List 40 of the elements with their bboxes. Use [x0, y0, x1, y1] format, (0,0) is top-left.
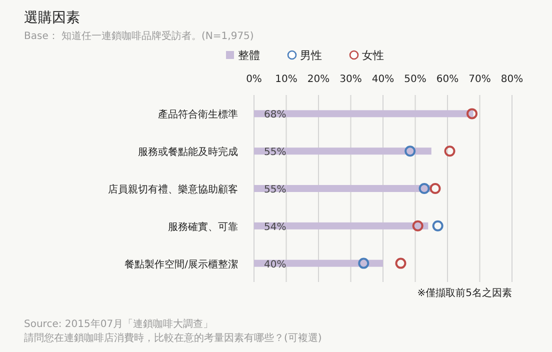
- point: [412, 220, 424, 232]
- x-tick-label: 50%: [404, 74, 426, 85]
- data-label: 68%: [264, 110, 286, 121]
- y-tick-label: 服務確實、可靠: [168, 220, 238, 233]
- y-tick-label: 服務或餐點能及時完成: [138, 146, 238, 158]
- data-label: 55%: [264, 147, 286, 158]
- x-tick-label: 30%: [340, 74, 362, 85]
- x-tick-label: 60%: [436, 74, 459, 85]
- point: [418, 183, 430, 194]
- source-note: Source: 2015年07月「連鎖咖啡大調查」: [24, 318, 214, 330]
- y-tick-label: 產品符合衛生標準: [158, 108, 238, 121]
- bar: [254, 110, 474, 118]
- bar: [254, 148, 432, 155]
- bar: [254, 185, 432, 192]
- legend-label: 整體: [238, 49, 260, 62]
- bar: [254, 222, 428, 230]
- point: [466, 108, 478, 120]
- point: [432, 220, 444, 232]
- x-tick-label: 70%: [468, 74, 491, 85]
- x-tick-label: 10%: [275, 74, 298, 85]
- data-label: 54%: [264, 222, 286, 233]
- x-tick-label: 40%: [372, 74, 394, 85]
- data-label: 40%: [264, 259, 286, 270]
- point: [358, 258, 370, 269]
- y-tick-label: 店員親切有禮、樂意協助顧客: [108, 184, 238, 196]
- text: ※僅擷取前5名之因素: [417, 287, 512, 299]
- x-tick-label: 80%: [500, 74, 524, 85]
- data-label: 55%: [264, 184, 286, 196]
- text: Base： 知道任一連鎖咖啡品牌受訪者。(N=1,975): [24, 30, 254, 42]
- legend-label: 男性: [300, 49, 322, 62]
- legend-label: 女性: [362, 49, 384, 62]
- x-tick-label: 0%: [246, 74, 262, 85]
- point: [395, 258, 406, 269]
- text: 請問您在連鎖咖啡店消費時，比較在意的考量因素有哪些？(可複選): [24, 332, 322, 344]
- x-tick-label: 20%: [307, 74, 330, 85]
- text: 選購因素: [24, 10, 80, 26]
- point: [444, 146, 456, 157]
- y-tick-label: 餐點製作空間/展示櫃整潔: [124, 258, 238, 270]
- point: [430, 183, 441, 194]
- point: [404, 146, 416, 157]
